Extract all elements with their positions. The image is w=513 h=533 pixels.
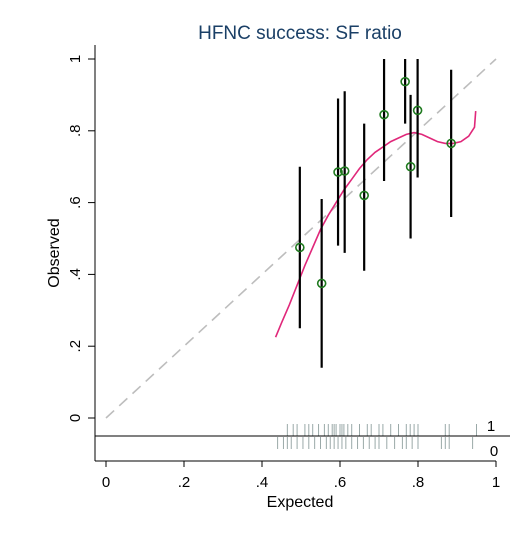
- data-point-8: [412, 105, 423, 116]
- reference-line-layer: [105, 58, 497, 419]
- data-point-0: [295, 242, 305, 253]
- data-point-2: [333, 167, 343, 177]
- chart-title: HFNC success: SF ratio: [198, 23, 402, 44]
- smoothed-calibration-line: [274, 111, 477, 338]
- y-tick-label-2: .4: [67, 268, 84, 281]
- y-tick-label-5: 1: [67, 55, 84, 63]
- x-tick-label-4: .8: [412, 474, 425, 491]
- rug-label-1: 1: [487, 418, 495, 435]
- data-point-7: [405, 161, 416, 172]
- x-tick-label-0: 0: [102, 474, 110, 491]
- data-point-3: [339, 166, 350, 176]
- y-tick-label-3: .6: [67, 196, 84, 209]
- rug-layer: [277, 424, 477, 449]
- y-axis-title: Observed: [46, 218, 63, 287]
- y-tick-label-4: .8: [67, 125, 84, 138]
- x-tick-label-3: .6: [334, 474, 347, 491]
- data-point-9: [446, 138, 456, 149]
- x-axis-title: Expected: [267, 494, 334, 511]
- data-point-5: [379, 109, 389, 120]
- axes-layer: 0 .2 .4 .6 .8 1 0 .2 .4 .6 .8 1: [67, 45, 510, 491]
- points-layer: [295, 59, 456, 368]
- smooth-line-layer: [274, 111, 477, 338]
- data-point-1: [316, 278, 327, 289]
- reference-diagonal-line: [105, 58, 497, 419]
- data-point-6: [400, 76, 410, 87]
- x-tick-label-2: .4: [256, 474, 269, 491]
- y-tick-label-0: 0: [67, 414, 84, 422]
- data-point-4: [359, 190, 369, 201]
- rug-label-0: 0: [490, 443, 498, 460]
- x-tick-label-1: .2: [178, 474, 191, 491]
- y-tick-label-1: .2: [67, 340, 84, 353]
- x-tick-label-5: 1: [492, 474, 500, 491]
